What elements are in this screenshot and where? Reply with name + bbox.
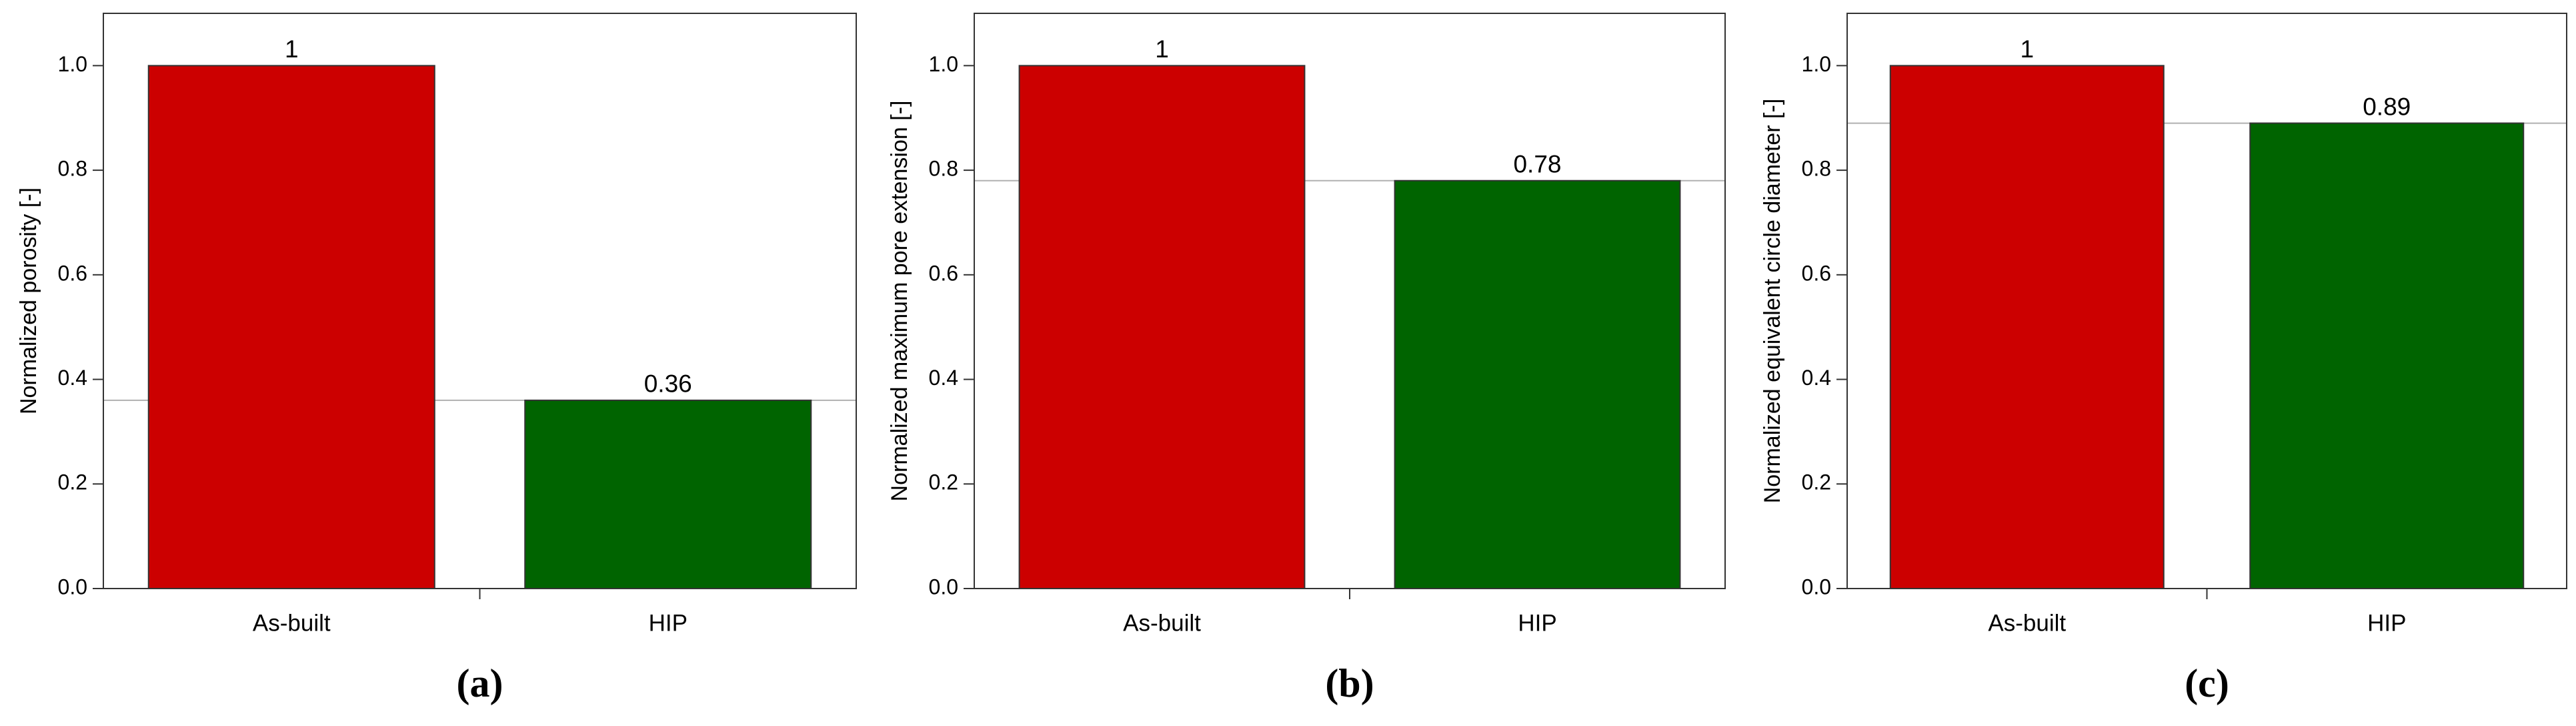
bar: [1889, 65, 2165, 589]
y-tick-label: 0.8: [58, 157, 87, 181]
y-tick-label: 0.0: [58, 575, 87, 599]
bar: [524, 399, 812, 590]
y-tick-label: 0.6: [1802, 261, 1831, 285]
chart-panel: 1 As-built 0.89 HIP 0.0 0.2 0.4 0.6 0.8 1.0 Normal…: [1760, 13, 2567, 705]
plot-frame: [103, 13, 857, 589]
chart-panel: 1 As-built 0.36 HIP 0.0 0.2 0.4 0.6 0.8 1.0 Normal…: [16, 13, 857, 705]
value-label: 1: [2020, 35, 2034, 63]
y-tick-label: 0.8: [1802, 157, 1831, 181]
y-tick-label: 0.2: [1802, 470, 1831, 494]
value-label: 0.36: [644, 370, 692, 398]
y-tick-label: 0.4: [929, 366, 958, 390]
value-label: 0.78: [1513, 151, 1561, 178]
x-tick-label: HIP: [1518, 610, 1556, 636]
x-tick-label: HIP: [649, 610, 688, 636]
x-tick-label: As-built: [1123, 610, 1201, 636]
y-tick-label: 0.4: [58, 366, 87, 390]
bar: [147, 65, 435, 589]
x-tick-label: As-built: [1988, 610, 2066, 636]
bar: [2249, 122, 2525, 589]
value-label: 1: [285, 35, 299, 63]
y-tick-label: 1.0: [929, 52, 958, 76]
value-label: 0.89: [2363, 93, 2411, 120]
value-label: 1: [1155, 35, 1169, 63]
bar: [1394, 179, 1681, 590]
chart-panel: 1 As-built 0.78 HIP 0.0 0.2 0.4 0.6 0.8 1.0 Normal…: [887, 13, 1726, 705]
y-tick-label: 1.0: [1802, 52, 1831, 76]
x-tick-label: HIP: [2367, 610, 2406, 636]
plot-frame: [1846, 13, 2567, 589]
y-tick-label: 0.6: [929, 261, 958, 285]
y-tick-label: 0.4: [1802, 366, 1831, 390]
x-tick-label: As-built: [253, 610, 331, 636]
y-tick-label: 0.0: [929, 575, 958, 599]
y-tick-label: 0.0: [1802, 575, 1831, 599]
y-axis-label: Normalized equivalent circle diameter [-…: [1760, 99, 1785, 504]
y-tick-label: 0.6: [58, 261, 87, 285]
panel-label: (c): [2185, 661, 2229, 705]
y-tick-label: 1.0: [58, 52, 87, 76]
y-tick-label: 0.2: [58, 470, 87, 494]
y-tick-label: 0.2: [929, 470, 958, 494]
y-tick-label: 0.8: [929, 157, 958, 181]
panel-label: (b): [1325, 661, 1374, 705]
y-axis-label: Normalized porosity [-]: [16, 188, 41, 414]
y-axis-label: Normalized maximum pore extension [-]: [887, 101, 912, 502]
bar: [1018, 65, 1306, 589]
plot-frame: [974, 13, 1726, 589]
panel-label: (a): [457, 661, 503, 705]
